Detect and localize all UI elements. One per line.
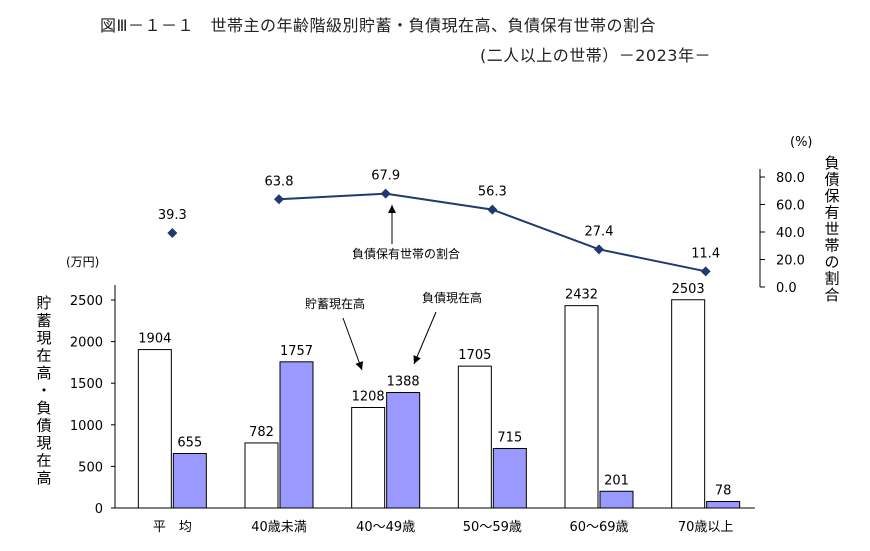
left-axis-unit: (万円) (66, 255, 99, 269)
right-axis-label-char: 合 (824, 286, 839, 304)
bar-debt (172, 453, 207, 509)
annotation-ratio: 負債保有世帯の割合 (352, 246, 460, 261)
right-tick-label: 20.0 (776, 254, 805, 269)
category-label: 50～59歳 (463, 520, 522, 535)
bar-debt (706, 501, 741, 509)
left-axis-label-char: ・ (36, 382, 51, 400)
right-axis-label-char: 帯 (824, 237, 839, 255)
bar-debt-label: 1388 (387, 375, 420, 390)
left-axis-label-char: 負 (36, 399, 51, 417)
bar-savings-label: 2503 (672, 282, 705, 297)
axes: 05001000150020002500(万円)貯蓄現在高・負債現在高0.020… (36, 135, 839, 517)
bar-debt-label: 1757 (280, 344, 313, 359)
left-tick-label: 0 (95, 502, 103, 517)
chart-subtitle: (二人以上の世帯）－2023年－ (480, 46, 711, 65)
bar-debt-label: 655 (177, 436, 202, 451)
bars (137, 299, 741, 509)
bar-debt (492, 448, 527, 509)
ratio-point (487, 204, 498, 215)
ratio-label: 27.4 (585, 224, 614, 239)
left-axis-label-char: 現 (36, 434, 51, 452)
left-tick-label: 1500 (70, 377, 103, 392)
right-axis-label-char: 割 (824, 270, 839, 288)
bar-debt (599, 490, 634, 509)
category-label: 平 均 (153, 520, 192, 535)
left-tick-label: 500 (78, 460, 103, 475)
left-tick-label: 2500 (70, 294, 103, 309)
category-label: 40～49歳 (356, 520, 415, 535)
bar-debt (279, 361, 314, 509)
bar-debt-label: 201 (604, 473, 629, 488)
right-axis-label-char: 世 (824, 220, 839, 238)
bar-savings-label: 1208 (352, 389, 385, 404)
left-axis-label-char: 高 (36, 364, 51, 382)
left-tick-label: 2000 (70, 336, 103, 351)
bar-savings-label: 1705 (458, 348, 491, 363)
bar-debt-label: 78 (715, 484, 732, 499)
bar-savings (137, 349, 172, 509)
annotation-savings-arrow-line (342, 317, 363, 371)
ratio-point (700, 266, 711, 277)
category-label: 60～69歳 (569, 520, 628, 535)
bar-savings (671, 299, 706, 509)
ratio-label: 67.9 (371, 169, 400, 184)
left-axis-label-char: 現 (36, 329, 51, 347)
chart-title: 図Ⅲ－１－１ 世帯主の年齢階級別貯蓄・負債現在高、負債保有世帯の割合 (100, 16, 657, 35)
bar-debt-label: 715 (497, 431, 522, 446)
ratio-label: 39.3 (158, 208, 187, 223)
bar-savings (457, 365, 492, 509)
bar-savings-label: 2432 (565, 288, 598, 303)
bar-savings (244, 442, 279, 509)
annotation-savings: 貯蓄現在高 (305, 296, 365, 311)
right-axis-unit: (%) (790, 135, 813, 150)
ratio-point (594, 244, 604, 255)
ratio-label: 56.3 (478, 185, 507, 200)
bar-savings (351, 406, 386, 509)
annotation-debt-arrow-line (413, 311, 437, 365)
right-axis-label-char: 保 (824, 187, 839, 205)
annotation-savings-arrow-head (355, 361, 364, 370)
right-tick-label: 40.0 (776, 226, 805, 241)
ratio-point (274, 194, 284, 205)
bar-savings-label: 782 (249, 425, 274, 440)
right-axis-label-char: 負 (824, 154, 839, 172)
category-label: 70歳以上 (678, 520, 734, 535)
right-axis-label-char: の (824, 253, 839, 271)
left-axis-label-char: 在 (36, 347, 51, 365)
left-axis-label-char: 在 (36, 452, 51, 470)
left-axis-label-char: 蓄 (36, 312, 51, 330)
right-axis-label-char: 債 (824, 171, 839, 189)
bar-savings-label: 1904 (138, 332, 171, 347)
ratio-point (167, 227, 178, 238)
ratio-line (167, 188, 711, 277)
annotation-debt-arrow-head (413, 355, 421, 364)
right-tick-label: 60.0 (776, 199, 805, 214)
bar-debt (386, 392, 421, 509)
left-axis-label-char: 債 (36, 417, 51, 435)
right-tick-label: 0.0 (776, 281, 797, 296)
ratio-label: 63.8 (265, 174, 294, 189)
left-axis-label-char: 高 (36, 469, 51, 487)
left-tick-label: 1000 (70, 419, 103, 434)
annotation-debt: 負債現在高 (422, 290, 482, 305)
left-axis-label-char: 貯 (36, 294, 51, 312)
category-label: 40歳未満 (251, 520, 307, 535)
bar-savings (564, 305, 599, 509)
ratio-label: 11.4 (691, 246, 720, 261)
annotation-ratio-arrow-head (388, 205, 396, 213)
ratio-point (380, 188, 391, 199)
right-axis-label-char: 有 (824, 204, 839, 222)
right-tick-label: 80.0 (776, 171, 805, 186)
